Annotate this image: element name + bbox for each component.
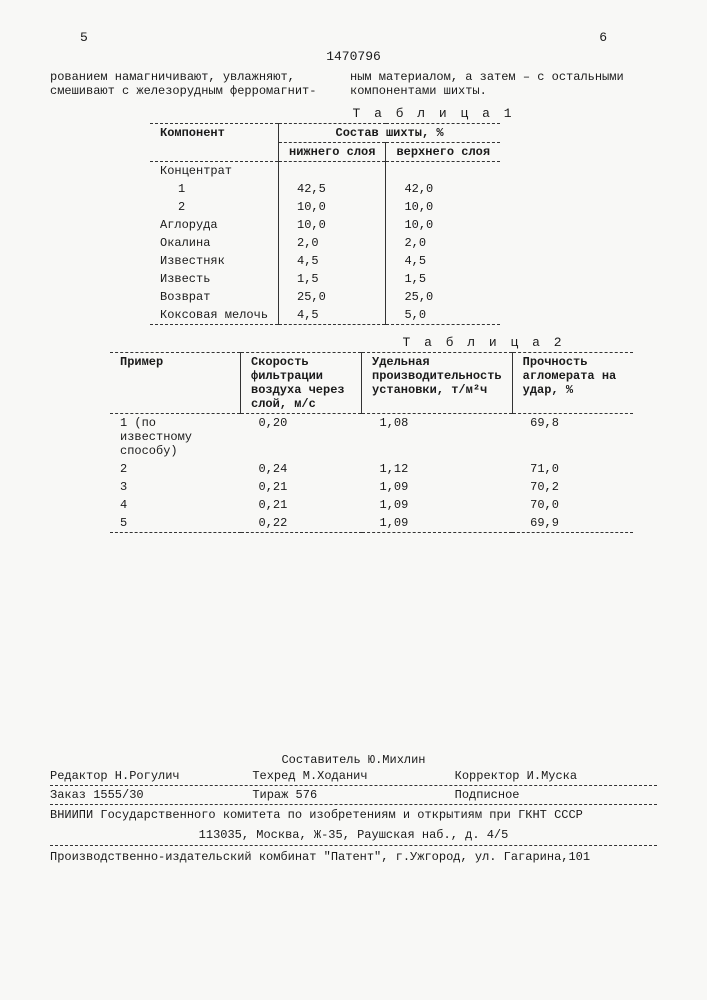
table2-caption: Т а б л и ц а 2 [310, 335, 657, 350]
t2-cell: 1,12 [362, 460, 513, 478]
t1-cell: 25,0 [386, 288, 500, 306]
text-column-left: рованием намагничивают, увлажняют, смеши… [50, 70, 330, 98]
t2-cell: 1,08 [362, 414, 513, 461]
page-number-right: 6 [599, 30, 607, 45]
t2-cell: 69,9 [512, 514, 633, 533]
table2: Пример Скорость фильтрации воздуха через… [110, 352, 633, 533]
t1-cell: 2,0 [386, 234, 500, 252]
t1-cell: Возврат [150, 288, 279, 306]
publisher: Производственно-издательский комбинат "П… [50, 846, 657, 864]
editor: Редактор Н.Рогулич [50, 769, 252, 783]
t1-cell: 10,0 [386, 198, 500, 216]
t2-cell: 0,24 [241, 460, 362, 478]
page-number-left: 5 [80, 30, 88, 45]
t2-cell: 0,21 [241, 478, 362, 496]
t2-cell: 2 [110, 460, 241, 478]
circulation: Тираж 576 [252, 788, 454, 802]
t2-cell: 1,09 [362, 496, 513, 514]
tech-editor: Техред М.Ходанич [252, 769, 454, 783]
t1-cell: 10,0 [279, 216, 386, 234]
t1-cell: 10,0 [279, 198, 386, 216]
t1-sub-upper: верхнего слоя [386, 143, 500, 162]
t1-cell: 25,0 [279, 288, 386, 306]
t2-cell: 5 [110, 514, 241, 533]
t1-cell: 1,5 [279, 270, 386, 288]
t1-cell: Известняк [150, 252, 279, 270]
t1-cell: Концентрат [150, 162, 279, 181]
t2-cell: 71,0 [512, 460, 633, 478]
t1-cell: 2 [150, 198, 279, 216]
table1-caption: Т а б л и ц а 1 [210, 106, 657, 121]
t1-header-component: Компонент [150, 124, 279, 162]
table1: Компонент Состав шихты, % нижнего слоя в… [150, 123, 500, 325]
body-text: рованием намагничивают, увлажняют, смеши… [50, 70, 657, 98]
t1-cell: 4,5 [279, 252, 386, 270]
t2-cell: 0,21 [241, 496, 362, 514]
t2-cell: 1,09 [362, 514, 513, 533]
address: 113035, Москва, Ж-35, Раушская наб., д. … [50, 825, 657, 846]
compiler: Составитель Ю.Михлин [50, 753, 657, 767]
corrector: Корректор И.Муска [455, 769, 657, 783]
t2-cell: 1,09 [362, 478, 513, 496]
t1-cell: Окалина [150, 234, 279, 252]
t1-cell: 4,5 [279, 306, 386, 325]
t2-cell: 0,20 [241, 414, 362, 461]
signed: Подписное [455, 788, 657, 802]
organization: ВНИИПИ Государственного комитета по изоб… [50, 805, 657, 825]
t1-cell: 42,0 [386, 180, 500, 198]
t2-cell: 70,0 [512, 496, 633, 514]
t1-cell: 42,5 [279, 180, 386, 198]
t2-cell: 69,8 [512, 414, 633, 461]
t2-cell: 3 [110, 478, 241, 496]
t1-cell: Аглоруда [150, 216, 279, 234]
t2-cell: 1 (по известному способу) [110, 414, 241, 461]
t2-h1: Скорость фильтрации воздуха через слой, … [241, 353, 362, 414]
t2-cell: 4 [110, 496, 241, 514]
t2-cell: 70,2 [512, 478, 633, 496]
t1-cell: 2,0 [279, 234, 386, 252]
order-number: Заказ 1555/30 [50, 788, 252, 802]
t2-h2: Удельная производительность установки, т… [362, 353, 513, 414]
t1-cell: Известь [150, 270, 279, 288]
t1-cell [386, 162, 500, 181]
t1-cell: 1 [150, 180, 279, 198]
credits-block: Составитель Ю.Михлин Редактор Н.Рогулич … [50, 753, 657, 864]
t2-cell: 0,22 [241, 514, 362, 533]
t2-h0: Пример [110, 353, 241, 414]
document-id: 1470796 [50, 49, 657, 64]
t1-cell: Коксовая мелочь [150, 306, 279, 325]
t1-cell [279, 162, 386, 181]
text-column-right: ным материалом, а затем – с остальными к… [330, 70, 657, 98]
t1-cell: 1,5 [386, 270, 500, 288]
t1-header-group: Состав шихты, % [279, 124, 501, 143]
t1-cell: 10,0 [386, 216, 500, 234]
t1-cell: 4,5 [386, 252, 500, 270]
page-header: 5 6 [50, 30, 657, 45]
t1-cell: 5,0 [386, 306, 500, 325]
t1-sub-lower: нижнего слоя [279, 143, 386, 162]
t2-h3: Прочность агломерата на удар, % [512, 353, 633, 414]
